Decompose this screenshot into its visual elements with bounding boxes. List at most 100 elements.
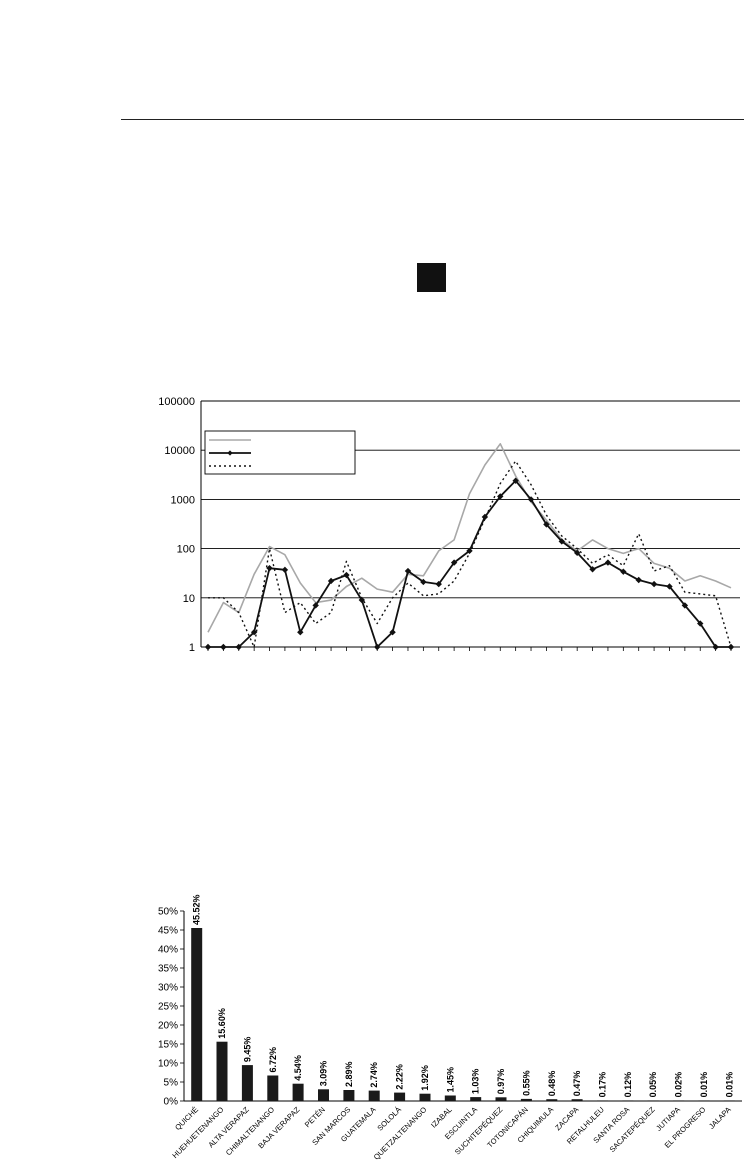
series-line-solid-gray: [207, 442, 732, 633]
bar: [444, 1095, 456, 1101]
y-tick-label: 1000: [171, 494, 195, 506]
y-tick-label: 25%: [158, 1002, 178, 1013]
data-point: [312, 602, 319, 609]
y-tick-label: 30%: [158, 983, 178, 994]
y-tick-label: 10: [183, 593, 195, 605]
data-point: [727, 643, 735, 651]
data-point: [297, 628, 304, 636]
category-label: SACATEPÉQUEZ: [608, 1105, 657, 1154]
y-tick-label: 45%: [158, 926, 178, 937]
bar: [292, 1083, 304, 1101]
data-label: 0.12%: [623, 1072, 633, 1098]
bar: [495, 1097, 507, 1101]
data-point: [204, 643, 212, 651]
data-point: [404, 567, 412, 575]
legend-marker: [227, 450, 233, 456]
data-label: 0.55%: [521, 1070, 531, 1096]
bar: [318, 1089, 329, 1101]
data-point: [343, 571, 350, 579]
data-point: [327, 577, 335, 585]
y-tick-label: 15%: [158, 1040, 178, 1051]
data-point: [697, 620, 704, 627]
bar: [597, 1100, 608, 1101]
bar: [571, 1099, 583, 1101]
data-point: [250, 628, 258, 636]
data-label: 15.60%: [217, 1008, 227, 1039]
bar: [520, 1098, 532, 1101]
category-label: JALAPA: [707, 1105, 733, 1131]
data-label: 6.72%: [268, 1047, 278, 1073]
data-point: [573, 549, 581, 557]
data-label: 0.17%: [598, 1072, 608, 1098]
category-label: IZABAL: [429, 1105, 454, 1130]
data-label: 0.01%: [724, 1072, 734, 1098]
y-tick-label: 20%: [158, 1021, 178, 1032]
data-label: 0.97%: [496, 1069, 506, 1095]
y-tick-label: 10%: [158, 1059, 178, 1070]
data-label: 2.89%: [344, 1061, 354, 1087]
data-point: [712, 643, 719, 651]
data-point: [374, 643, 381, 651]
data-point: [497, 493, 504, 500]
data-point: [435, 580, 442, 588]
bar: [419, 1093, 431, 1101]
y-tick-label: 5%: [164, 1078, 179, 1089]
data-label: 9.45%: [242, 1037, 252, 1063]
bar: [368, 1090, 380, 1101]
y-tick-label: 50%: [158, 907, 178, 918]
y-tick-label: 35%: [158, 964, 178, 975]
bar: [267, 1075, 279, 1101]
data-point: [589, 566, 596, 573]
data-point: [620, 568, 627, 575]
y-tick-label: 1: [189, 642, 195, 654]
data-point: [681, 602, 689, 609]
data-point: [220, 643, 227, 651]
bar: [241, 1065, 253, 1101]
y-tick-label: 0%: [164, 1097, 179, 1108]
y-tick-label: 40%: [158, 945, 178, 956]
data-label: 0.48%: [547, 1071, 557, 1097]
y-tick-label: 100: [177, 544, 195, 556]
bar: [698, 1100, 710, 1101]
bar: [394, 1092, 406, 1101]
data-label: 2.22%: [395, 1064, 405, 1090]
bar: [647, 1100, 659, 1101]
data-point: [389, 628, 396, 636]
data-label: 1.92%: [420, 1065, 430, 1091]
bar: [216, 1041, 228, 1101]
bar: [546, 1099, 558, 1101]
data-point: [358, 596, 366, 604]
y-tick-label: 10000: [164, 445, 195, 457]
data-point: [281, 566, 289, 574]
data-point: [466, 547, 473, 555]
data-label: 2.74%: [369, 1062, 379, 1088]
data-point: [558, 538, 565, 545]
data-point: [450, 559, 458, 566]
data-label: 0.01%: [699, 1072, 709, 1098]
bar: [191, 928, 203, 1101]
data-label: 0.05%: [648, 1072, 658, 1098]
data-point: [635, 576, 642, 584]
data-label: 0.02%: [674, 1072, 684, 1098]
data-label: 4.54%: [293, 1055, 303, 1081]
bar: [470, 1097, 482, 1101]
category-label: PETÉN: [303, 1105, 327, 1129]
data-point: [650, 580, 658, 588]
bar: [673, 1100, 685, 1101]
data-point: [235, 643, 242, 651]
black-square-marker: [417, 263, 446, 292]
bar: [343, 1090, 355, 1101]
data-point: [420, 578, 427, 586]
data-point: [666, 583, 673, 590]
data-label: 1.45%: [445, 1067, 455, 1093]
data-point: [604, 559, 612, 566]
data-label: 3.09%: [319, 1061, 329, 1087]
line-chart: 100000 10000 1000 100 10 1: [158, 396, 740, 654]
data-point: [481, 513, 489, 521]
y-tick-label: 100000: [158, 396, 195, 408]
data-point: [543, 521, 550, 528]
bar: [723, 1100, 735, 1101]
data-label: 1.03%: [471, 1069, 481, 1095]
data-point: [512, 477, 519, 484]
